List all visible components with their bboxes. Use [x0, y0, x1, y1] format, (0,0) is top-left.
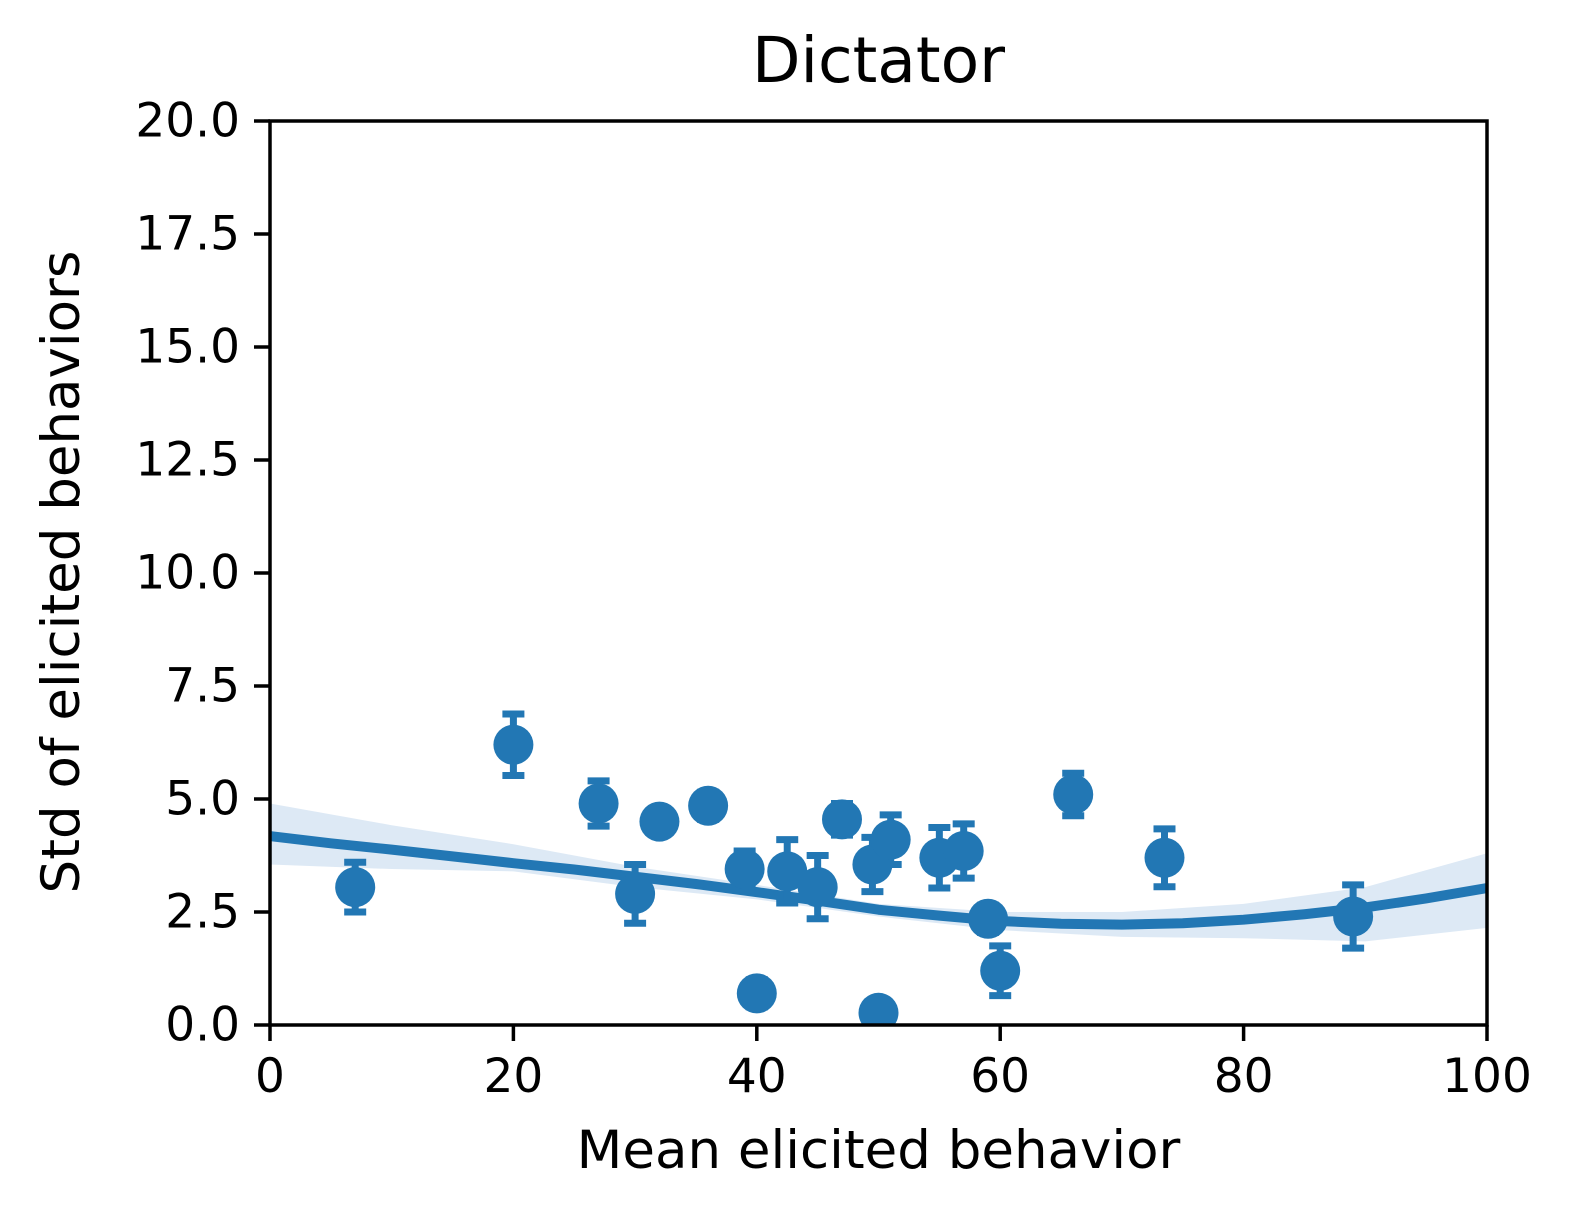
scatter-point	[980, 950, 1021, 991]
y-tick-label: 20.0	[135, 93, 240, 149]
y-tick-label: 7.5	[165, 658, 240, 714]
y-tick-label: 5.0	[165, 771, 240, 827]
plot-contents	[270, 710, 1487, 1025]
scatter-point	[870, 819, 911, 860]
x-tick-label: 60	[970, 1049, 1031, 1104]
scatter-point	[615, 873, 656, 914]
y-tick-label: 10.0	[135, 545, 240, 601]
x-tick-label: 0	[255, 1049, 285, 1104]
scatter-point	[821, 799, 862, 840]
y-tick-label: 2.5	[165, 884, 240, 940]
scatter-point	[797, 867, 838, 908]
x-tick-label: 100	[1442, 1049, 1532, 1104]
scatter-point	[968, 898, 1009, 939]
scatter-point	[688, 785, 729, 826]
scatter-point	[1053, 774, 1094, 815]
scatter-point	[858, 992, 899, 1025]
scatter-point	[335, 867, 376, 908]
scatter-point	[1333, 896, 1374, 937]
scatter-point	[767, 851, 808, 892]
x-axis-label: Mean elicited behavior	[576, 1120, 1181, 1181]
fit-line	[270, 831, 1487, 930]
y-tick-label: 15.0	[135, 319, 240, 375]
y-tick-label: 0.0	[165, 997, 240, 1053]
scatter-point	[724, 849, 765, 890]
x-tick-label: 40	[726, 1049, 787, 1104]
x-tick-label: 20	[483, 1049, 544, 1104]
y-tick-label: 17.5	[135, 206, 240, 262]
scatter-point	[639, 801, 680, 842]
scatter-point	[943, 830, 984, 871]
y-tick-label: 12.5	[135, 432, 240, 488]
chart-title: Dictator	[751, 24, 1006, 97]
scatter-point	[736, 973, 777, 1014]
x-tick-label: 80	[1213, 1049, 1274, 1104]
scatter-point	[578, 783, 619, 824]
scatter-point	[493, 724, 534, 765]
scatter-point	[1144, 837, 1185, 878]
